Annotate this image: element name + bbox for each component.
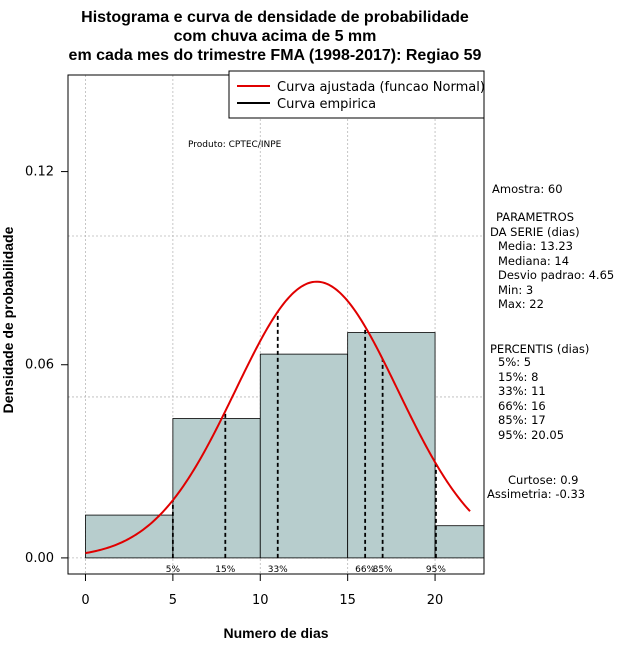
- x-axis-title: Numero de dias: [223, 625, 328, 641]
- assimetria: Assimetria: -0.33: [487, 487, 585, 501]
- param-sd: Desvio padrao: 4.65: [498, 268, 614, 282]
- y-tick-label: 0.12: [25, 165, 54, 180]
- y-axis-title: Densidade de probabilidade: [0, 226, 16, 413]
- normal-curve-line: [85, 280, 471, 555]
- curtose: Curtose: 0.9: [508, 473, 578, 487]
- normal-curve-layer: [85, 280, 471, 555]
- x-tick-label: 5: [169, 593, 177, 608]
- percentile-label: 66%: [355, 565, 375, 575]
- percentile-label: 85%: [373, 565, 393, 575]
- histogram-bar: [85, 514, 174, 559]
- legend-box: [228, 70, 485, 119]
- params-title-2: DA SERIE (dias): [490, 225, 580, 239]
- percentil-66: 66%: 16: [498, 399, 546, 413]
- param-median: Mediana: 14: [498, 254, 569, 268]
- side-panel: Amostra: 60 PARAMETROS DA SERIE (dias) M…: [487, 182, 614, 501]
- percentile-lines: 5% 15% 33% 66%85% 95%: [166, 311, 446, 575]
- chart-title-line-1: Histograma e curva de densidade de proba…: [81, 9, 469, 26]
- percentil-15: 15%: 8: [498, 370, 538, 384]
- y-tick-label: 0.06: [25, 358, 54, 373]
- percentil-85: 85%: 17: [498, 413, 546, 427]
- histogram-bar: [347, 332, 436, 559]
- percentile-label: 15%: [215, 565, 235, 575]
- chart-title-line-3: em cada mes do trimestre FMA (1998-2017)…: [69, 47, 482, 64]
- legend-label-empirical: Curva empirica: [277, 97, 376, 112]
- x-tick-label: 20: [427, 593, 444, 608]
- percentis-title: PERCENTIS (dias): [490, 342, 589, 356]
- params-title-1: PARAMETROS: [496, 210, 574, 224]
- chart-title-line-2: com chuva acima de 5 mm: [174, 28, 377, 45]
- histogram-bar: [434, 525, 485, 559]
- histogram-bars: [85, 332, 485, 559]
- param-max: Max: 22: [498, 297, 544, 311]
- y-tick-label: 0.00: [25, 551, 54, 566]
- percentile-label: 33%: [268, 565, 288, 575]
- x-tick-label: 10: [252, 593, 269, 608]
- sample-size: Amostra: 60: [492, 182, 563, 196]
- percentil-95: 95%: 20.05: [498, 428, 564, 442]
- percentile-label: 95%: [426, 565, 446, 575]
- percentile-label: 5%: [166, 565, 181, 575]
- param-min: Min: 3: [498, 283, 533, 297]
- histogram-bar: [259, 353, 349, 559]
- x-tick-label: 0: [81, 593, 89, 608]
- legend-label-normal: Curva ajustada (funcao Normal): [277, 80, 485, 95]
- param-mean: Media: 13.23: [498, 239, 573, 253]
- legend: Curva ajustada (funcao Normal) Curva emp…: [228, 70, 485, 119]
- percentil-33: 33%: 11: [498, 384, 546, 398]
- credit-text: Produto: CPTEC/INPE: [188, 140, 282, 150]
- histogram-bar: [172, 418, 261, 559]
- percentil-5: 5%: 5: [498, 355, 531, 369]
- x-tick-label: 15: [339, 593, 356, 608]
